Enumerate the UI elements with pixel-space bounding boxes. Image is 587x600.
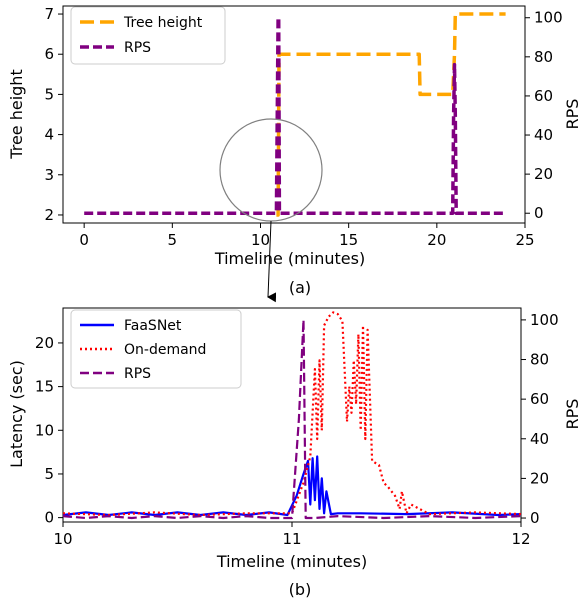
ytick-right-label: 80 [534,48,553,66]
legend-a: Tree height RPS [70,6,226,65]
panel-label-b: (b) [289,580,312,599]
ylabel-left-b: Latency (sec) [7,360,26,468]
xtick-label: 10 [251,231,270,249]
ytick-left-label: 0 [44,509,54,527]
ytick-left-label: 5 [44,85,54,103]
series-line-on-demand [63,311,521,517]
zoom-arrow [267,220,277,303]
legend-b: FaaSNet On-demand RPS [70,309,242,389]
yticks-right-b: 0 20 40 60 80 100 [521,311,559,527]
xticks-b: 10 11 12 [53,522,531,548]
xlabel-b: Timeline (minutes) [216,552,367,571]
series-line-tree-height [276,12,506,217]
ytick-right-label: 80 [530,351,549,369]
xtick-label: 0 [79,231,89,249]
ytick-left-label: 4 [44,126,54,144]
ytick-right-label: 60 [530,390,549,408]
ytick-right-label: 0 [530,509,540,527]
yticks-left-a: 2 3 4 5 6 7 [44,5,63,224]
xtick-label: 10 [53,530,72,548]
ytick-left-label: 10 [35,421,54,439]
ytick-left-label: 5 [44,465,54,483]
series-line-rps [63,318,521,520]
ytick-right-label: 0 [534,204,544,222]
ytick-left-label: 20 [35,334,54,352]
ytick-right-label: 100 [534,9,563,27]
series-line-rps [84,15,506,215]
ytick-left-label: 15 [35,378,54,396]
ytick-right-label: 40 [534,126,553,144]
legend-label-rps-a: RPS [124,40,151,56]
ytick-left-label: 2 [44,206,54,224]
ytick-right-label: 40 [530,430,549,448]
xtick-label: 15 [339,231,358,249]
yticks-right-a: 0 20 40 60 80 100 [525,9,563,222]
xticks-a: 0 5 10 15 20 25 [79,223,535,249]
xtick-label: 25 [515,231,534,249]
ytick-right-label: 20 [534,165,553,183]
ylabel-right-a: RPS [563,99,582,130]
panel-label-a: (a) [289,278,311,297]
legend-box-b [70,309,242,389]
ytick-left-label: 3 [44,166,54,184]
xtick-label: 12 [511,530,530,548]
ytick-left-label: 6 [44,45,54,63]
ylabel-right-b: RPS [563,399,582,430]
panel-b: 10 11 12 0 5 10 15 20 0 20 40 60 80 100 Timeline (m… [7,307,582,599]
xtick-label: 20 [427,231,446,249]
series-a [84,12,506,217]
ytick-right-label: 20 [530,469,549,487]
xtick-label: 11 [282,530,301,548]
yticks-left-b: 0 5 10 15 20 [35,334,63,527]
panel-a: 0 5 10 15 20 25 2 3 4 5 6 7 0 20 40 60 80 100 Timeline … [7,5,582,297]
ytick-right-label: 60 [534,87,553,105]
legend-label-tree-height: Tree height [123,15,203,31]
xlabel-a: Timeline (minutes) [214,249,365,268]
series-b [63,311,521,520]
ytick-left-label: 7 [44,5,54,23]
legend-label-rps-b: RPS [124,366,151,382]
legend-label-on-demand: On-demand [124,342,206,358]
legend-label-faasnet: FaaSNet [124,318,182,334]
ylabel-left-a: Tree height [7,69,26,159]
ytick-right-label: 100 [530,311,559,329]
xtick-label: 5 [168,231,178,249]
